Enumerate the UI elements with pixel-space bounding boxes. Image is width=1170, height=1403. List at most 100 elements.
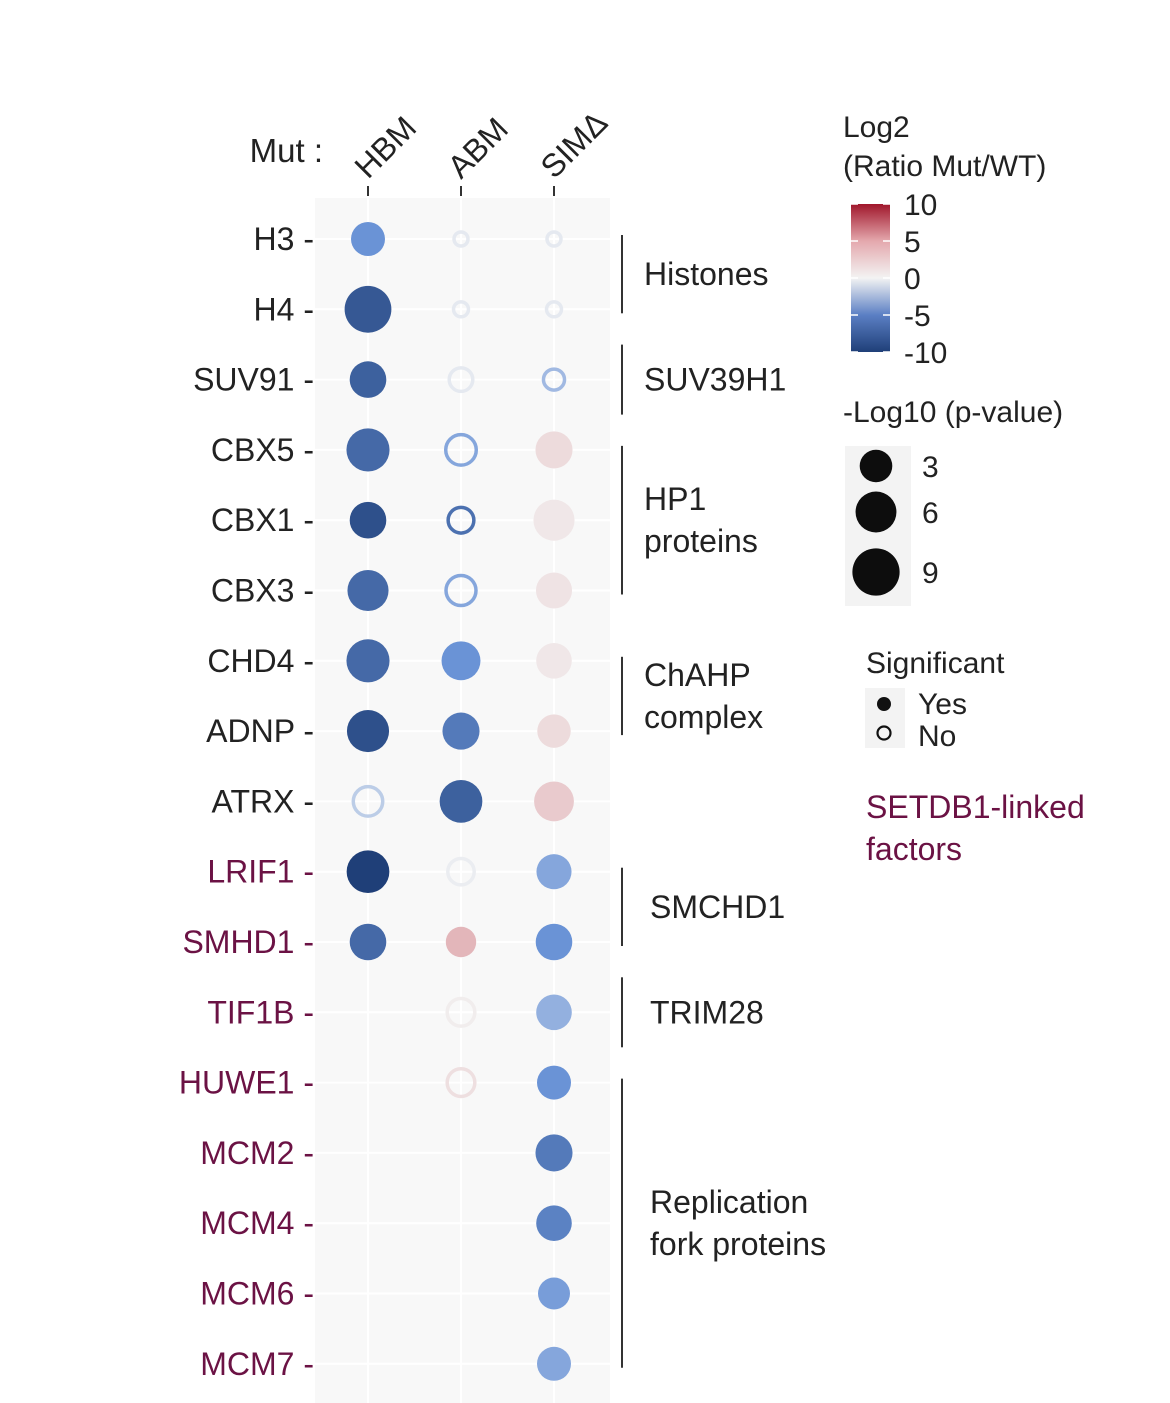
setdb1-note-line-2: factors [866, 831, 962, 867]
point-h3-sim [545, 230, 563, 248]
point-adnp-hbm [346, 710, 390, 753]
row-label-cbx5: CBX5 - [211, 432, 314, 468]
row-label-smhd1: SMHD1 - [182, 924, 314, 960]
point-cbx3-sim [535, 572, 573, 609]
group-label-suv39h1-line-1: SUV39H1 [644, 362, 786, 398]
row-label-h3: H3 - [254, 221, 314, 257]
point-mcm6-sim [538, 1277, 570, 1310]
data-points [344, 222, 575, 1381]
significance-no-key [876, 725, 892, 741]
point-smhd1-sim [535, 923, 573, 961]
row-label-mcm7: MCM7 - [200, 1346, 314, 1382]
color-bar-tick-label-10: -10 [904, 337, 947, 370]
group-label-hp1-proteins-line-1: HP1 [644, 481, 706, 517]
x-axis-prefix: Mut : [250, 132, 323, 169]
point-cbx1-hbm [349, 501, 387, 539]
point-cbx1-sim [533, 499, 575, 541]
point-huwe1-sim [537, 1065, 571, 1100]
point-h4-abm [451, 300, 471, 319]
significance-yes-key [877, 697, 891, 711]
group-label-smchd1-line-1: SMCHD1 [650, 889, 785, 925]
size-legend-label-6: 6 [922, 497, 939, 530]
column-label-sim: SIMΔ [533, 104, 614, 185]
size-legend-dot-6 [855, 491, 897, 533]
significance-yes-label: Yes [918, 688, 967, 721]
point-cbx5-abm [443, 432, 479, 467]
group-brackets: Histones SUV39H1 HP1 proteins ChAHP complex SM… [621, 235, 826, 1368]
group-label-replication-fork-proteins-line-1: Replication [650, 1184, 808, 1220]
row-label-suv91: SUV91 - [193, 362, 314, 398]
point-suv91-hbm [349, 361, 387, 398]
point-chd4-hbm [346, 639, 390, 683]
group-label-histones-line-1: Histones [644, 256, 769, 292]
size-legend-label-3: 3 [922, 451, 939, 484]
row-label-tif1b: TIF1B - [207, 994, 314, 1030]
row-label-adnp: ADNP - [206, 713, 314, 749]
point-adnp-abm [442, 712, 480, 750]
row-label-mcm2: MCM2 - [200, 1135, 314, 1171]
point-h4-hbm [344, 285, 392, 333]
point-atrx-sim [534, 781, 574, 822]
point-smhd1-hbm [349, 923, 387, 961]
point-atrx-abm [439, 780, 483, 823]
column-labels: HBM ABM SIMΔ [347, 104, 614, 196]
point-suv91-abm [447, 366, 475, 394]
setdb1-note-line-1: SETDB1-linked [866, 789, 1085, 825]
color-bar-tick-label-5: -5 [904, 300, 931, 333]
column-label-abm: ABM [440, 110, 514, 184]
group-label-replication-fork-proteins-line-2: fork proteins [650, 1226, 826, 1262]
row-label-lrif1: LRIF1 - [207, 854, 314, 890]
point-tif1b-abm [445, 996, 477, 1028]
significance-legend: Significant Yes No [865, 647, 1005, 753]
point-h3-hbm [351, 222, 385, 256]
point-lrif1-abm [446, 856, 476, 887]
point-mcm2-sim [535, 1134, 573, 1172]
group-label-hp1-proteins-line-2: proteins [644, 523, 758, 559]
point-cbx3-hbm [347, 569, 389, 612]
point-cbx5-hbm [346, 428, 390, 472]
point-h3-abm [452, 230, 470, 248]
color-bar-tick-label-5: 5 [904, 226, 921, 259]
point-suv91-sim [541, 367, 567, 392]
point-tif1b-sim [536, 994, 572, 1031]
point-smhd1-abm [445, 926, 477, 958]
size-legend-dot-3 [859, 449, 893, 483]
row-label-mcm6: MCM6 - [200, 1276, 314, 1312]
point-huwe1-abm [445, 1067, 477, 1099]
color-legend-title-1: Log2 [843, 111, 910, 144]
setdb1-note: SETDB1-linked factors [866, 789, 1085, 867]
significance-no-label: No [918, 720, 956, 753]
color-legend: Log2 (Ratio Mut/WT) 10 5 0 -5 -10 [843, 111, 1046, 370]
size-legend-title: -Log10 (p-value) [843, 396, 1063, 429]
point-chd4-sim [536, 643, 572, 679]
point-lrif1-hbm [346, 850, 390, 894]
row-label-mcm4: MCM4 - [200, 1205, 314, 1241]
point-cbx3-abm [444, 573, 478, 608]
point-lrif1-sim [536, 854, 572, 890]
row-label-cbx3: CBX3 - [211, 573, 314, 609]
color-bar-ticks: 10 5 0 -5 -10 [851, 189, 947, 370]
point-mcm4-sim [536, 1205, 572, 1241]
size-legend-keys: 3 6 9 [852, 449, 939, 596]
point-cbx5-sim [535, 431, 573, 469]
color-bar-tick-label-0: 0 [904, 263, 921, 296]
row-label-chd4: CHD4 - [207, 643, 314, 679]
point-mcm7-sim [537, 1346, 571, 1381]
row-labels: H3 - H4 - SUV91 - CBX5 - CBX1 - CBX3 - CHD4 - A… [179, 221, 314, 1382]
row-label-atrx: ATRX - [211, 783, 314, 819]
color-legend-title-2: (Ratio Mut/WT) [843, 150, 1046, 183]
point-cbx1-abm [446, 505, 476, 535]
size-legend-dot-9 [852, 548, 900, 596]
significance-legend-title: Significant [866, 647, 1005, 680]
row-label-huwe1: HUWE1 - [179, 1065, 314, 1101]
group-label-chahp-complex-line-2: complex [644, 699, 763, 735]
size-legend-label-9: 9 [922, 557, 939, 590]
point-adnp-sim [537, 714, 571, 748]
point-h4-sim [544, 300, 564, 319]
group-label-chahp-complex-line-1: ChAHP [644, 657, 751, 693]
column-label-hbm: HBM [347, 109, 423, 185]
row-label-h4: H4 - [254, 291, 314, 327]
color-bar-tick-label-10: 10 [904, 189, 937, 222]
row-label-cbx1: CBX1 - [211, 502, 314, 538]
